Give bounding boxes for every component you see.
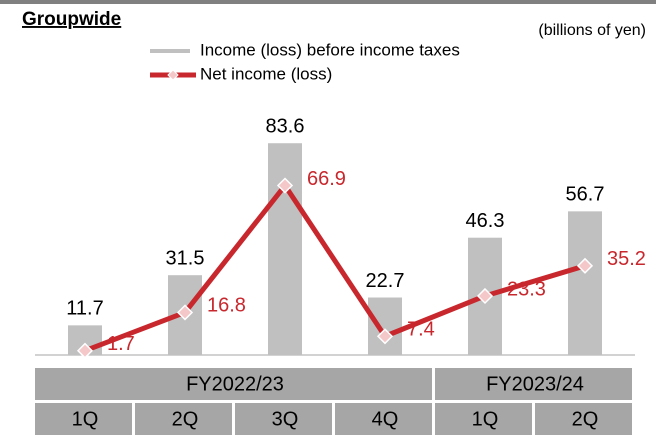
line-value-label: 23.3 xyxy=(507,278,546,300)
line-value-label: 7.4 xyxy=(407,319,435,341)
group-label: FY2022/23 xyxy=(186,373,284,395)
bar-value-label: 83.6 xyxy=(266,115,305,137)
line-value-label: 66.9 xyxy=(307,168,346,190)
category-cell xyxy=(335,403,432,435)
x-tick-label: 1Q xyxy=(472,408,499,430)
group-label: FY2023/24 xyxy=(486,373,584,395)
group-cell xyxy=(435,368,632,400)
x-tick-label: 2Q xyxy=(572,408,599,430)
top-rule xyxy=(0,0,656,4)
legend-label: Net income (loss) xyxy=(200,64,332,83)
category-cell xyxy=(235,403,332,435)
bar-value-label: 46.3 xyxy=(466,210,505,232)
bar xyxy=(268,143,302,355)
line-marker xyxy=(476,287,494,305)
legend-marker xyxy=(167,69,179,81)
line-marker xyxy=(376,328,394,345)
x-tick-label: 1Q xyxy=(72,408,99,430)
category-cell xyxy=(435,403,532,435)
line-marker xyxy=(176,304,194,321)
bar xyxy=(568,211,602,355)
line-marker xyxy=(76,342,94,359)
x-tick-label: 4Q xyxy=(372,408,399,430)
bar-value-label: 22.7 xyxy=(366,270,405,292)
category-cell xyxy=(535,403,632,435)
x-tick-label: 3Q xyxy=(272,408,299,430)
line-value-label: 35.2 xyxy=(607,248,646,270)
line-marker xyxy=(576,257,594,274)
bar-value-label: 11.7 xyxy=(66,298,103,320)
line-marker xyxy=(276,177,294,194)
category-cell xyxy=(35,403,132,435)
group-cell xyxy=(35,368,432,400)
line xyxy=(84,183,586,354)
bar-value-label: 56.7 xyxy=(566,184,605,206)
units: (billions of yen) xyxy=(538,22,646,39)
x-tick-label: 2Q xyxy=(172,408,199,430)
legend-label: Income (loss) before income taxes xyxy=(200,40,460,59)
line-value-label: 1.7 xyxy=(107,333,135,355)
bar xyxy=(368,297,402,355)
bar-value-label: 31.5 xyxy=(166,247,205,269)
chart-title: Groupwide xyxy=(22,9,121,30)
category-cell xyxy=(135,403,232,435)
line-value-label: 16.8 xyxy=(207,295,246,317)
